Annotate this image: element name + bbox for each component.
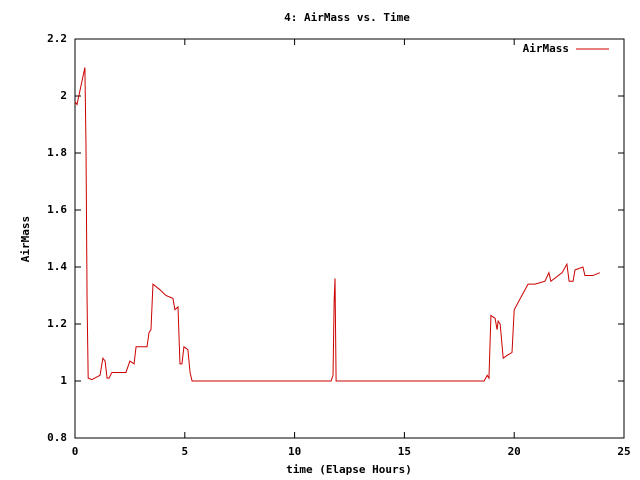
- x-tick-label: 5: [181, 445, 188, 458]
- plot-frame: [74, 38, 625, 439]
- y-tick-label: 1.2: [47, 317, 67, 330]
- y-axis-label: AirMass: [19, 216, 32, 262]
- x-tick-label: 20: [508, 445, 521, 458]
- chart-title: 4: AirMass vs. Time: [284, 11, 410, 24]
- x-tick-label: 15: [398, 445, 411, 458]
- x-axis-label: time (Elapse Hours): [286, 463, 412, 476]
- legend-label: AirMass: [523, 42, 569, 55]
- y-tick-label: 1.8: [47, 146, 67, 159]
- y-tick-label: 2.2: [47, 32, 67, 45]
- x-tick-label: 0: [72, 445, 79, 458]
- y-tick-label: 1: [60, 374, 67, 387]
- y-tick-label: 1.4: [47, 260, 67, 273]
- x-tick-label: 25: [617, 445, 630, 458]
- x-tick-label: 10: [288, 445, 301, 458]
- y-tick-label: 1.6: [47, 203, 67, 216]
- data-line: [74, 67, 601, 382]
- y-tick-label: 2: [60, 89, 67, 102]
- y-tick-label: 0.8: [47, 431, 67, 444]
